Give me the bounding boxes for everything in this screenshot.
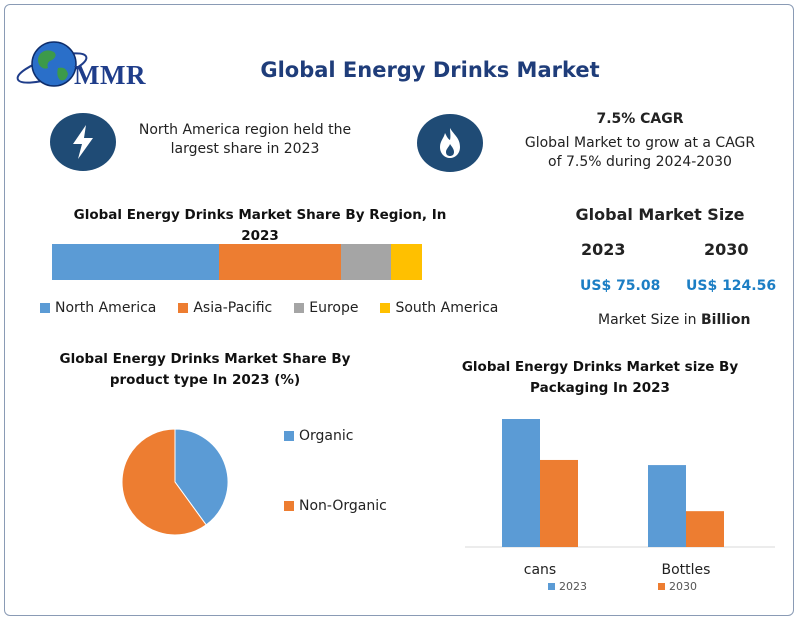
pie-legend-label-non-organic: Non-Organic — [299, 498, 387, 514]
column-legend-label-2030: 2030 — [669, 580, 697, 593]
region-info-line1: North America region held the — [138, 122, 352, 138]
x-tick-label-cans: cans — [524, 562, 556, 578]
packaging-chart-title-line1: Global Energy Drinks Market size By — [461, 359, 739, 375]
flame-icon — [417, 114, 483, 172]
region-legend-swatch — [178, 303, 189, 313]
bar-cans-2030 — [540, 459, 578, 547]
market-size-unit: Market Size in Billion — [598, 312, 750, 328]
region-bar-segment-asia-pacific — [218, 244, 341, 280]
cagr-info: 7.5% CAGR Global Market to grow at a CAG… — [520, 110, 760, 172]
cagr-line2: of 7.5% during 2024-2030 — [548, 154, 732, 170]
region-legend: North America Asia-Pacific Europe South Ame… — [40, 300, 520, 316]
cagr-line1: Global Market to grow at a CAGR — [524, 135, 756, 151]
market-size-value-2030: US$ 124.56 — [686, 278, 777, 294]
logo-text: MMR — [74, 60, 146, 90]
column-legend-swatch-2030 — [658, 583, 665, 590]
region-legend-swatch — [40, 303, 50, 313]
column-legend-label-2023: 2023 — [559, 580, 587, 593]
market-size-year-2023: 2023 — [581, 240, 626, 259]
market-size-year-2030: 2030 — [704, 240, 749, 259]
product-chart-title: Global Energy Drinks Market Share By pro… — [55, 349, 355, 391]
bar-bottles-2023 — [648, 465, 686, 547]
packaging-column-chart: cans Bottles 2023 2030 — [465, 419, 775, 593]
region-legend-swatch — [294, 303, 305, 313]
cagr-heading: 7.5% CAGR — [596, 111, 684, 127]
mmr-logo: MMR — [14, 38, 164, 100]
region-chart-title-line1: Global Energy Drinks Market Share By Reg… — [73, 207, 447, 244]
region-bar-segment-north-america — [52, 244, 219, 280]
globe-icon — [16, 41, 88, 87]
pie-legend-non-organic: Non-Organic — [284, 498, 387, 514]
region-legend-label: North America — [55, 300, 157, 316]
region-legend-item-north-america: North America — [40, 300, 156, 316]
region-legend-swatch — [380, 303, 391, 313]
x-tick-label-bottles: Bottles — [662, 562, 711, 578]
region-info-line2: largest share in 2023 — [170, 141, 320, 157]
region-info-text: North America region held the largest sh… — [130, 121, 360, 159]
lightning-bolt-icon — [50, 113, 116, 171]
pie-legend-organic: Organic — [284, 428, 353, 444]
region-legend-label: Asia-Pacific — [193, 300, 273, 316]
region-bar-segment-europe — [340, 244, 391, 280]
product-chart-title-line2: product type In 2023 (%) — [109, 372, 301, 388]
pie-legend-label-organic: Organic — [299, 428, 354, 444]
region-legend-label: South America — [395, 300, 499, 316]
bar-cans-2023 — [502, 419, 540, 547]
market-size-unit-bold: Billion — [700, 312, 751, 328]
page-title: Global Energy Drinks Market — [260, 58, 600, 82]
region-bar-segment-south-america — [390, 244, 422, 280]
pie-legend-swatch-non-organic — [284, 501, 294, 511]
product-pie-chart — [121, 428, 229, 536]
region-stacked-bar — [52, 244, 422, 280]
region-legend-item-europe: Europe — [294, 300, 358, 316]
region-legend-item-south-america: South America — [380, 300, 498, 316]
pie-legend-swatch-organic — [284, 431, 294, 441]
market-size-unit-prefix: Market Size in — [598, 312, 701, 328]
market-size-value-2023: US$ 75.08 — [580, 278, 661, 294]
region-legend-item-asia-pacific: Asia-Pacific — [178, 300, 272, 316]
packaging-chart-title-line2: Packaging In 2023 — [530, 380, 670, 396]
region-legend-label: Europe — [309, 300, 359, 316]
market-size-title: Global Market Size — [575, 205, 745, 224]
pie-slice-non-organic — [121, 428, 207, 536]
bar-bottles-2030 — [686, 511, 724, 547]
packaging-chart-title: Global Energy Drinks Market size By Pack… — [450, 357, 750, 399]
infographic-frame — [4, 4, 794, 616]
product-chart-title-line1: Global Energy Drinks Market Share By — [59, 351, 351, 367]
pie-slice-organic — [174, 428, 229, 526]
column-legend-swatch-2023 — [548, 583, 555, 590]
